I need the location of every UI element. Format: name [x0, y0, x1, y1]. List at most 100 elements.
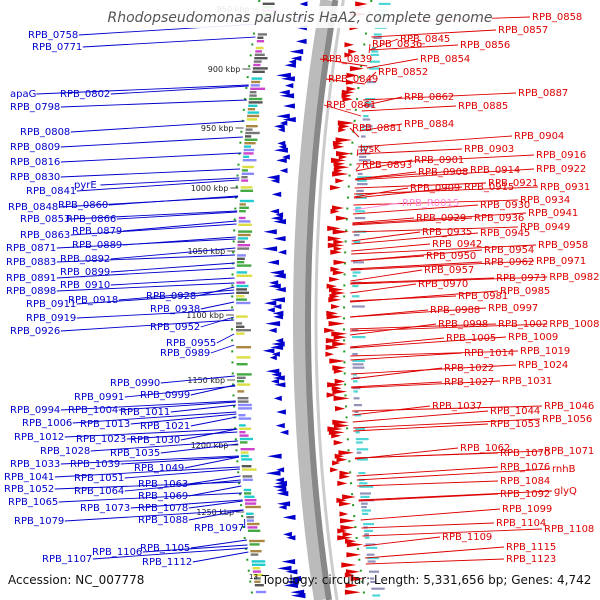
feature-band	[252, 67, 268, 70]
inner-feature-bar	[353, 234, 360, 237]
inner-feature-bar	[364, 536, 370, 539]
leader-line-left	[116, 211, 238, 220]
inner-feature-bar	[352, 274, 357, 277]
leader-line-right	[353, 187, 409, 198]
leader-line-right	[350, 277, 495, 284]
leader-line-right	[354, 186, 539, 195]
leader-line-right	[357, 148, 463, 155]
feature-band	[242, 475, 253, 478]
gene-label-left: RPB_1049	[134, 463, 184, 474]
reverse-gene-mark	[279, 168, 288, 174]
reverse-gene-mark	[271, 351, 280, 357]
reverse-gene-mark	[278, 144, 287, 150]
inner-feature-bar	[364, 101, 371, 104]
forward-gene-mark	[335, 406, 346, 412]
inner-feature-bar	[352, 366, 365, 369]
feature-band	[236, 322, 243, 325]
gene-label-left: RPB_0928	[146, 291, 196, 302]
feature-band	[236, 264, 252, 267]
leader-line-right	[355, 168, 535, 181]
leader-line-right	[352, 217, 415, 224]
forward-gene-mark	[345, 569, 360, 575]
gene-label-left: RPB_1013	[80, 419, 130, 430]
feature-band	[247, 108, 256, 111]
inner-feature-bar	[363, 529, 373, 532]
inner-feature-bar	[354, 414, 362, 417]
gene-label-right: RPB_1053	[490, 419, 540, 430]
feature-band	[251, 77, 263, 80]
leader-line-left	[92, 547, 248, 560]
feature-band	[244, 492, 252, 495]
forward-gene-mark	[350, 576, 363, 582]
leader-line-right	[352, 226, 519, 233]
reverse-gene-mark	[266, 174, 280, 180]
reverse-gene-mark	[299, 1, 308, 7]
forward-gene-mark	[325, 338, 341, 344]
forward-gene-mark	[333, 144, 345, 150]
leader-line-left	[108, 195, 239, 206]
gene-label-right: RPB_0915	[464, 182, 514, 193]
leader-line-right	[350, 337, 445, 348]
gene-label-right: RPB_0958	[538, 240, 588, 251]
reverse-gene-mark	[275, 477, 285, 483]
feature-band	[251, 80, 261, 84]
gene-label-left: RPB_0892	[60, 254, 110, 265]
reverse-gene-mark	[276, 409, 286, 415]
gene-label-left: RPB_1069	[138, 491, 188, 502]
forward-gene-mark	[330, 208, 340, 214]
gene-label-left: RPB_1004	[68, 405, 118, 416]
forward-gene-mark	[328, 321, 345, 327]
inner-feature-bar	[356, 441, 363, 444]
inner-feature-bar	[371, 587, 385, 590]
forward-gene-mark	[327, 225, 341, 231]
feature-band	[237, 257, 245, 260]
gene-label-right: RPB_0950	[426, 251, 476, 262]
reverse-gene-mark	[290, 593, 306, 599]
feature-band	[254, 584, 264, 587]
leader-line-left	[56, 282, 235, 292]
feature-band	[246, 118, 258, 121]
gene-label-right: RPB_1027	[444, 377, 494, 388]
gene-label-right: RPB_1009	[508, 332, 558, 343]
inner-feature-bar	[373, 36, 382, 39]
reverse-gene-mark	[290, 55, 302, 61]
feature-band	[236, 298, 247, 301]
forward-gene-mark	[344, 589, 361, 595]
map-title: Rhodopseudomonas palustris HaA2, complet…	[107, 10, 492, 26]
feature-band	[244, 138, 258, 141]
feature-band	[242, 478, 253, 481]
gene-label-right: RPB_0914	[470, 165, 520, 176]
reverse-gene-mark	[270, 378, 280, 384]
reverse-gene-mark	[270, 215, 283, 221]
kbp-label: 950 kbp	[201, 124, 234, 133]
gene-label-left: RPB_0952	[150, 322, 200, 333]
forward-gene-mark	[333, 368, 344, 374]
forward-gene-mark	[335, 215, 349, 221]
kbp-label: 1200 kbp	[191, 441, 229, 450]
reverse-gene-mark	[286, 535, 296, 541]
feature-band	[238, 407, 252, 410]
leader-line-right	[361, 522, 495, 529]
leader-line-right	[358, 490, 553, 501]
leader-line-right	[350, 283, 417, 294]
leader-line-left	[142, 544, 248, 553]
gene-label-right: RPB_1044	[490, 406, 540, 417]
leader-line-right	[356, 148, 359, 157]
leader-line-left	[180, 428, 238, 441]
feature-band	[249, 91, 257, 94]
gene-label-left: RPB_0994	[10, 405, 60, 416]
gene-label-right: RPB_1115	[506, 542, 556, 553]
forward-gene-mark	[355, 1, 368, 7]
leader-line-left	[110, 247, 236, 260]
gene-label-left: RPB_0808	[20, 127, 70, 138]
feature-band	[239, 203, 246, 206]
forward-gene-mark	[327, 236, 342, 242]
inner-feature-bar	[352, 261, 364, 264]
gene-label-right: RPB_0852	[378, 67, 428, 78]
gene-label-right: RPB_0982	[549, 272, 599, 283]
gene-label-right: RPB_1070	[500, 448, 550, 459]
forward-gene-mark	[346, 72, 358, 78]
reverse-gene-mark	[276, 491, 289, 497]
inner-feature-bar	[354, 410, 359, 413]
forward-gene-mark	[346, 542, 364, 548]
